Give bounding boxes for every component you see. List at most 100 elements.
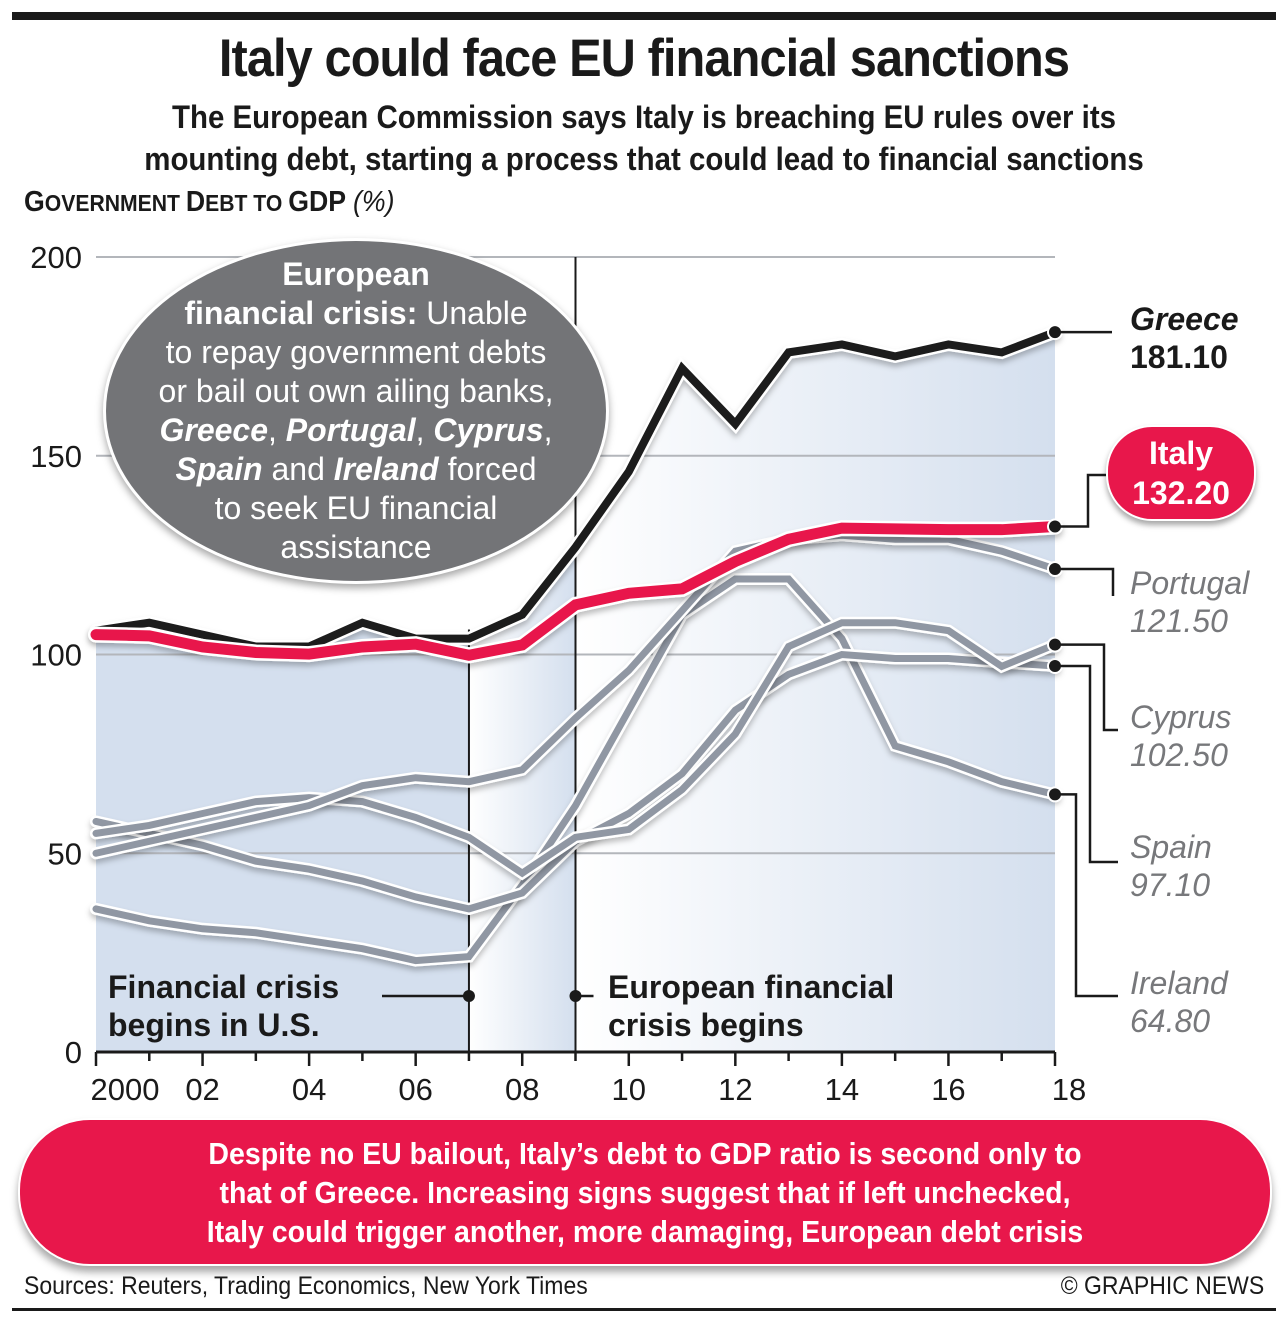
eu-crisis-line-2: crisis begins bbox=[608, 1007, 804, 1043]
series-line-italy bbox=[90, 521, 1061, 661]
conclusion-line-2: that of Greece. Increasing signs suggest… bbox=[219, 1175, 1071, 1210]
bubble-country-spain: Spain bbox=[175, 451, 263, 487]
x-tick-label: 2000 bbox=[91, 1072, 160, 1107]
bubble-text-6: assistance bbox=[280, 529, 432, 565]
y-tick-label: 200 bbox=[30, 240, 82, 275]
x-axis: 2000 02 04 06 08 10 12 14 16 18 bbox=[91, 1050, 1086, 1107]
conclusion-line-1: Despite no EU bailout, Italy’s debt to G… bbox=[208, 1136, 1082, 1171]
bubble-text-3: or bail out own ailing banks, bbox=[158, 373, 554, 409]
leader-ireland bbox=[1055, 793, 1118, 998]
series-ireland bbox=[90, 572, 1061, 967]
series-cyprus bbox=[90, 616, 1061, 881]
y-title-d: D bbox=[185, 186, 206, 218]
credit-note: © GRAPHIC NEWS bbox=[1060, 1272, 1264, 1300]
y-title-part2: EBT TO bbox=[205, 190, 289, 216]
y-axis-title: GOVERNMENT DEBT TO GDP (%) bbox=[24, 186, 394, 219]
label-ireland-name: Ireland bbox=[1130, 965, 1228, 1001]
page-subtitle: The European Commission says Italy is br… bbox=[52, 96, 1237, 180]
subtitle-line-2: mounting debt, starting a process that c… bbox=[144, 141, 1144, 177]
x-tick-label: 02 bbox=[185, 1072, 219, 1107]
label-ireland: Ireland 64.80 bbox=[1130, 964, 1228, 1040]
shaded-area-pre-crisis bbox=[96, 622, 469, 1052]
series-portugal bbox=[90, 529, 1061, 860]
leader-italy bbox=[1055, 473, 1106, 528]
x-tick-label: 16 bbox=[931, 1072, 965, 1107]
label-portugal: Portugal 121.50 bbox=[1130, 564, 1249, 640]
subtitle-line-1: The European Commission says Italy is br… bbox=[171, 99, 1117, 135]
x-tick-label: 06 bbox=[398, 1072, 432, 1107]
x-tick-label: 14 bbox=[825, 1072, 859, 1107]
leader-cyprus bbox=[1055, 643, 1118, 732]
leader-portugal bbox=[1055, 567, 1115, 596]
y-title-unit: (%) bbox=[352, 186, 395, 218]
top-rule bbox=[12, 12, 1276, 20]
bubble-sep: and bbox=[262, 451, 334, 487]
bubble-sep: , bbox=[543, 412, 553, 448]
us-crisis-line-2: begins in U.S. bbox=[108, 1007, 320, 1043]
series-italy bbox=[88, 518, 1063, 664]
label-greece-value: 181.10 bbox=[1130, 339, 1228, 375]
bubble-text-1: Unable bbox=[417, 295, 528, 331]
x-tick-label: 08 bbox=[505, 1072, 539, 1107]
conclusion-text: Despite no EU bailout, Italy’s debt to G… bbox=[70, 1134, 1220, 1251]
x-tick-label: 12 bbox=[718, 1072, 752, 1107]
conclusion-line-3: Italy could trigger another, more damagi… bbox=[206, 1214, 1084, 1249]
y-title-gdp: GDP bbox=[288, 186, 346, 218]
bubble-country-ireland: Ireland bbox=[333, 451, 439, 487]
series-line-portugal bbox=[92, 531, 1059, 857]
us-crisis-annotation: Financial crisis begins in U.S. bbox=[108, 968, 339, 1044]
x-tick-label: 18 bbox=[1052, 1072, 1086, 1107]
label-cyprus-value: 102.50 bbox=[1130, 737, 1228, 773]
label-cyprus: Cyprus 102.50 bbox=[1130, 698, 1231, 774]
bubble-heading-2: financial crisis: bbox=[184, 295, 418, 331]
label-portugal-name: Portugal bbox=[1130, 565, 1250, 601]
bubble-country-portugal: Portugal bbox=[285, 412, 416, 448]
y-tick-label: 0 bbox=[65, 1035, 82, 1070]
label-greece-name: Greece bbox=[1130, 301, 1239, 337]
sources-note: Sources: Reuters, Trading Economics, New… bbox=[24, 1272, 588, 1300]
y-title-part1: OVERNMENT bbox=[44, 190, 186, 216]
bubble-sep: , bbox=[415, 412, 434, 448]
us-crisis-marker bbox=[462, 990, 475, 1002]
series-lines bbox=[88, 324, 1063, 967]
label-cyprus-name: Cyprus bbox=[1130, 699, 1232, 735]
bottom-rule bbox=[12, 1308, 1276, 1311]
plot-background bbox=[96, 332, 1055, 1052]
shaded-area-eu-crisis bbox=[575, 332, 1055, 1052]
bubble-text-5: to seek EU financial bbox=[214, 490, 498, 526]
x-tick-label: 10 bbox=[612, 1072, 646, 1107]
bubble-heading-1: European bbox=[282, 256, 430, 292]
label-italy-name: Italy bbox=[1148, 435, 1214, 471]
x-tick-label: 04 bbox=[292, 1072, 326, 1107]
bubble-country-greece: Greece bbox=[159, 412, 269, 448]
y-tick-label: 50 bbox=[48, 836, 82, 871]
label-spain-value: 97.10 bbox=[1130, 867, 1211, 903]
bubble-sep: , bbox=[268, 412, 286, 448]
crisis-callout-text: European financial crisis: Unable to rep… bbox=[106, 255, 606, 567]
eu-crisis-annotation: European financial crisis begins bbox=[608, 968, 894, 1044]
chart-svg: 2000 02 04 06 08 10 12 14 16 18 0 50 100 150 200 bbox=[30, 240, 1118, 1107]
series-line-ireland bbox=[92, 575, 1059, 965]
label-spain-name: Spain bbox=[1130, 829, 1212, 865]
label-leaders bbox=[1055, 330, 1118, 998]
bubble-country-cyprus: Cyprus bbox=[433, 412, 544, 448]
label-ireland-value: 64.80 bbox=[1130, 1003, 1211, 1039]
eu-crisis-marker bbox=[569, 990, 582, 1002]
label-spain: Spain 97.10 bbox=[1130, 828, 1212, 904]
bubble-text-4: forced bbox=[438, 451, 537, 487]
y-axis-ticks: 0 50 100 150 200 bbox=[30, 240, 82, 1070]
leader-spain bbox=[1055, 664, 1118, 864]
conclusion-callout: Despite no EU bailout, Italy’s debt to G… bbox=[18, 1118, 1272, 1266]
label-italy-value: 132.20 bbox=[1132, 475, 1230, 511]
bubble-text-2: to repay government debts bbox=[165, 334, 547, 370]
label-italy: Italy 132.20 bbox=[1106, 425, 1256, 521]
label-portugal-value: 121.50 bbox=[1130, 603, 1228, 639]
eu-crisis-line-1: European financial bbox=[608, 969, 895, 1005]
label-greece: Greece 181.10 bbox=[1130, 300, 1239, 376]
crisis-callout-bubble: European financial crisis: Unable to rep… bbox=[103, 238, 609, 584]
page-title: Italy could face EU financial sanctions bbox=[218, 29, 1070, 88]
y-tick-label: 150 bbox=[30, 439, 82, 474]
y-tick-label: 100 bbox=[30, 638, 82, 673]
us-crisis-line-1: Financial crisis bbox=[108, 969, 340, 1005]
y-title-g: G bbox=[24, 186, 45, 218]
